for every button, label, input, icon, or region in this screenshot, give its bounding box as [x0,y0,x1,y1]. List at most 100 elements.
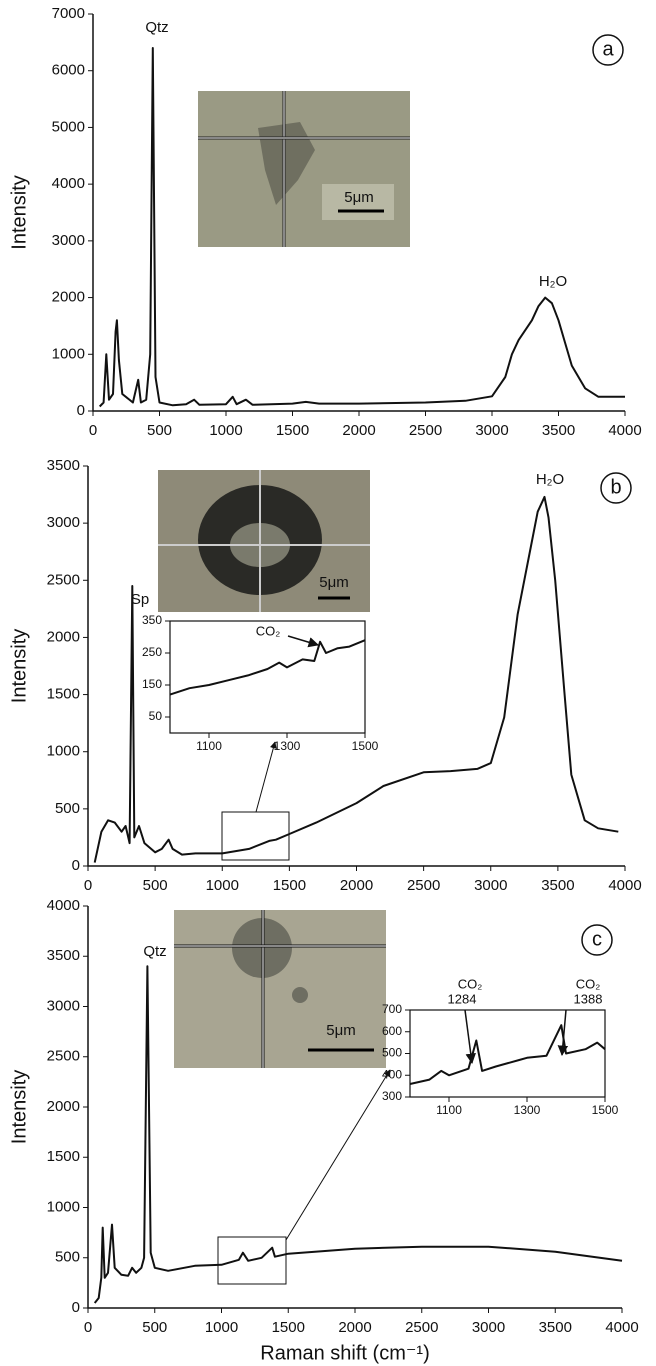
x-tick-label: 0 [84,1319,92,1336]
panel-circle [581,924,613,956]
panel-circle [600,472,632,504]
y-tick-label: 5000 [52,118,85,135]
inset-frame [169,620,366,734]
annotation: Sp [131,591,149,608]
y-tick-label: 50 [149,709,163,723]
annotation: 1284 [448,991,477,1006]
x-tick-label: 1100 [196,739,222,753]
scale-bar-label: 5μm [326,1022,355,1039]
y-tick-label: 500 [55,800,80,817]
inset-frame [409,1009,606,1098]
x-tick-label: 3000 [475,422,508,439]
zoom-arrow [255,741,277,813]
x-tick-label: 0 [84,877,92,894]
y-tick-label: 3000 [47,997,80,1014]
x-tick-label: 500 [142,1319,167,1336]
x-tick-label: 1000 [205,1319,238,1336]
zoom-arrow [285,1069,391,1241]
x-tick-label: 1500 [272,1319,305,1336]
y-tick-label: 2000 [47,1098,80,1115]
x-tick-label: 500 [143,877,168,894]
x-tick-label: 1500 [352,739,379,753]
panel-label: a [602,38,614,60]
x-tick-label: 2500 [409,422,442,439]
y-tick-label: 1000 [47,1198,80,1215]
panel-circle [592,34,624,66]
x-tick-label: 1000 [209,422,242,439]
y-tick-label: 2000 [52,289,85,306]
photo-b [158,470,370,612]
spectrum-line [98,47,625,408]
y-tick-label: 3000 [47,514,80,531]
annotation-arrow [287,635,320,648]
annotation: CO₂ [458,976,483,991]
y-axis-title: Intensity [8,629,30,703]
x-axis-title: Raman shift (cm⁻¹) [260,1342,429,1364]
x-tick-label: 2000 [342,422,375,439]
y-tick-label: 250 [142,645,162,659]
panel-label: c [592,928,602,950]
x-tick-label: 3500 [541,877,574,894]
y-axis-title: Intensity [8,175,30,249]
x-tick-label: 1000 [206,877,239,894]
y-tick-label: 0 [72,1299,80,1316]
annotation-arrow [464,1009,476,1065]
y-tick-label: 1000 [52,345,85,362]
y-tick-label: 350 [142,613,162,627]
x-tick-label: 1500 [276,422,309,439]
x-tick-label: 4000 [605,1319,638,1336]
x-tick-label: 1300 [274,739,301,753]
y-tick-label: 400 [382,1067,402,1081]
y-tick-label: 7000 [52,5,85,22]
x-tick-label: 2500 [405,1319,438,1336]
y-tick-label: 3000 [52,232,85,249]
spectrum-line [169,639,366,696]
y-tick-label: 600 [382,1024,402,1038]
x-tick-label: 500 [147,422,172,439]
x-tick-label: 1500 [592,1103,619,1117]
y-tick-label: 300 [382,1089,402,1103]
y-tick-label: 0 [77,402,85,419]
x-tick-label: 3500 [539,1319,572,1336]
y-tick-label: 2500 [47,1048,80,1065]
x-tick-label: 2000 [340,877,373,894]
spectrum-line [93,965,623,1304]
photo-a [198,91,410,247]
x-tick-label: 4000 [608,877,641,894]
x-tick-label: 3500 [542,422,575,439]
panel-label: b [610,476,621,498]
y-tick-label: 1500 [47,686,80,703]
scale-bar-label: 5μm [344,189,373,206]
y-tick-label: 0 [72,857,80,874]
y-tick-label: 4000 [52,175,85,192]
x-tick-label: 2500 [407,877,440,894]
x-tick-label: 4000 [608,422,641,439]
y-tick-label: 2000 [47,628,80,645]
spectrum-line [93,495,619,863]
y-axis-title: Intensity [8,1070,30,1144]
annotation: Qtz [145,19,168,36]
y-tick-label: 3500 [47,947,80,964]
x-tick-label: 3000 [474,877,507,894]
y-tick-label: 6000 [52,62,85,79]
annotation: H₂O [536,471,564,488]
scale-bar-label: 5μm [319,574,348,591]
y-tick-label: 1000 [47,743,80,760]
spectrum-line [409,1024,606,1085]
y-tick-label: 4000 [47,897,80,914]
zoom-box [221,811,290,861]
annotation: H₂O [539,273,567,290]
annotation: 1388 [574,991,603,1006]
y-tick-label: 500 [382,1046,402,1060]
y-tick-label: 1500 [47,1148,80,1165]
y-tick-label: 3500 [47,457,80,474]
x-tick-label: 2000 [338,1319,371,1336]
x-tick-label: 1500 [273,877,306,894]
annotation: CO₂ [576,976,601,991]
x-tick-label: 1300 [514,1103,541,1117]
zoom-box [217,1236,287,1285]
annotation: CO₂ [256,623,281,638]
y-tick-label: 2500 [47,571,80,588]
photo-c [174,910,386,1068]
